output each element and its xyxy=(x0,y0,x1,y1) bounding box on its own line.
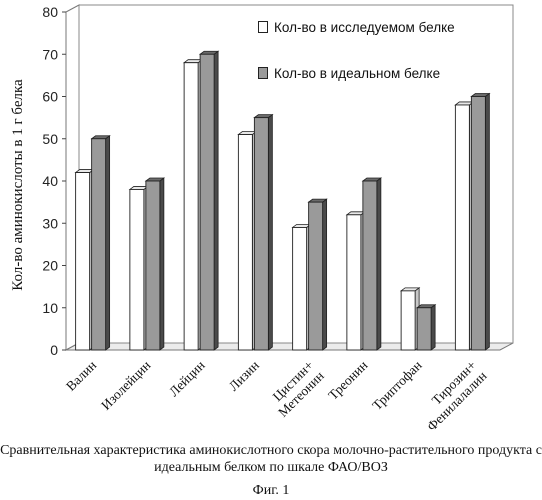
bar-front xyxy=(347,215,361,350)
bar-ideal xyxy=(200,51,218,350)
x-axis-ticks: ВалинИзолейцин Лейцин ЛизинЦистин+Метеонин… xyxy=(63,358,490,434)
bar-front xyxy=(130,189,144,350)
bar-front xyxy=(309,202,323,350)
y-axis-label: Кол-во аминокислоты в 1 г белка xyxy=(10,79,26,291)
figure-label: Фиг. 1 xyxy=(0,482,542,499)
y-tick-label: 40 xyxy=(42,173,58,189)
bar-front xyxy=(184,63,198,350)
x-tick-label-line: Триптофан xyxy=(369,358,424,413)
bar-front xyxy=(146,181,160,350)
legend-label-studied: Кол-во в исследуемом белке xyxy=(274,20,455,35)
bar-studied xyxy=(455,102,473,350)
y-tick-label: 30 xyxy=(42,215,58,231)
bar-side xyxy=(214,51,218,350)
bar-ideal xyxy=(92,136,110,350)
y-tick-label: 70 xyxy=(42,46,58,62)
x-tick-label: Изолейцин xyxy=(98,358,153,413)
bar-ideal xyxy=(309,199,327,350)
bar-side xyxy=(431,305,435,350)
x-tick-label: Лейцин xyxy=(166,358,208,400)
bar-side xyxy=(485,94,489,351)
bar-studied xyxy=(76,170,94,350)
legend-item-ideal: Кол-во в идеальном белке xyxy=(258,64,440,82)
x-tick-label-line: Валин xyxy=(63,358,99,394)
y-tick-label: 50 xyxy=(42,131,58,147)
y-tick-label: 60 xyxy=(42,89,58,105)
bar-studied xyxy=(184,60,202,350)
x-tick-label: Лизин xyxy=(226,358,262,394)
bar-studied xyxy=(293,224,311,350)
x-tick-label: Валин xyxy=(63,358,99,394)
x-tick-label-line: Треонин xyxy=(325,358,370,403)
legend-label-ideal: Кол-во в идеальном белке xyxy=(274,66,440,81)
bar-side xyxy=(160,178,164,350)
y-tick-label: 80 xyxy=(42,4,58,20)
bar-side xyxy=(323,199,327,350)
bar-ideal xyxy=(417,305,435,350)
bar-front xyxy=(293,227,307,350)
bar-side xyxy=(106,136,110,350)
bar-front xyxy=(76,173,90,350)
x-tick-label: Треонин xyxy=(325,358,370,403)
bar-side xyxy=(268,115,272,350)
bar-ideal xyxy=(363,178,381,350)
bar-studied xyxy=(130,186,148,350)
bar-front xyxy=(455,105,469,350)
x-tick-label-line: Изолейцин xyxy=(98,358,153,413)
y-tick-label: 10 xyxy=(42,300,58,316)
bars-group xyxy=(76,51,490,350)
bar-front xyxy=(200,54,214,350)
bar-front xyxy=(238,135,252,350)
bar-ideal xyxy=(254,115,272,350)
x-tick-label: Цистин+Метеонин xyxy=(265,358,327,420)
bar-ideal xyxy=(146,178,164,350)
bar-studied xyxy=(238,132,256,350)
figure-caption: Сравнительная характеристика аминокислот… xyxy=(0,442,542,476)
bar-side xyxy=(377,178,381,350)
bar-front xyxy=(254,118,268,350)
bar-front xyxy=(417,308,431,350)
x-tick-label-line: Лизин xyxy=(226,358,262,394)
bar-ideal xyxy=(471,94,489,351)
bar-front xyxy=(401,291,415,350)
bar-studied xyxy=(401,288,419,350)
bar-front xyxy=(471,97,485,351)
bar-studied xyxy=(347,212,365,350)
legend-swatch-studied xyxy=(258,21,268,33)
legend-item-studied: Кол-во в исследуемом белке xyxy=(258,18,455,36)
bar-front xyxy=(363,181,377,350)
legend-swatch-ideal xyxy=(258,67,268,79)
x-tick-label: Тирозин+Фенилалалин xyxy=(413,358,489,434)
x-tick-label-line: Лейцин xyxy=(166,358,208,400)
legend: Кол-во в исследуемом белке Кол-во в идеа… xyxy=(252,8,502,84)
y-tick-label: 20 xyxy=(42,258,58,274)
y-axis-ticks: 0 10 20 30 40 50 60 70 80 xyxy=(42,4,66,358)
x-tick-label: Триптофан xyxy=(369,358,424,413)
bar-front xyxy=(92,139,106,350)
y-tick-label: 0 xyxy=(50,342,58,358)
